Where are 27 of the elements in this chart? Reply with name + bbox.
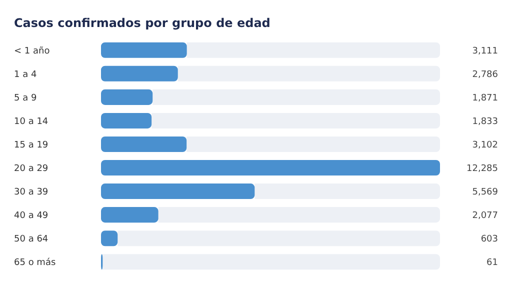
bar [101, 66, 178, 82]
chart-title: Casos confirmados por grupo de edad [14, 16, 270, 30]
data-label: 1,871 [472, 93, 498, 104]
data-label: 2,786 [472, 70, 498, 80]
data-label: 5,569 [472, 187, 498, 198]
y-tick-label: 20 a 29 [14, 164, 48, 174]
data-label: 1,833 [472, 116, 498, 127]
y-tick-label: 1 a 4 [14, 70, 37, 80]
y-tick-label: 15 a 19 [14, 140, 48, 150]
y-tick-label: 50 a 64 [14, 234, 48, 245]
y-tick-label: 40 a 49 [14, 210, 48, 221]
bar [101, 89, 153, 105]
bar [101, 207, 158, 223]
data-label: 3,111 [472, 46, 498, 56]
bar [101, 230, 118, 246]
y-tick-label: < 1 año [14, 46, 50, 56]
y-tick-label: 10 a 14 [14, 116, 48, 127]
data-label: 3,102 [472, 140, 498, 150]
bar [101, 160, 440, 176]
y-tick-label: 30 a 39 [14, 187, 48, 198]
data-label: 2,077 [472, 210, 498, 221]
y-tick-label: 5 a 9 [14, 93, 37, 104]
y-tick-label: 65 o más [14, 257, 56, 268]
data-label: 603 [480, 234, 498, 245]
data-label: 12,285 [466, 164, 498, 174]
data-label: 61 [486, 258, 498, 268]
bar [101, 112, 152, 128]
